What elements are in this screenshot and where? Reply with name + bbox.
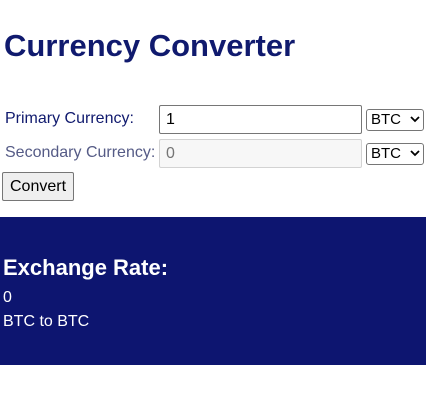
secondary-amount-input[interactable] [159,139,362,168]
chevron-down-icon [410,150,420,157]
page-title: Currency Converter [4,28,296,63]
primary-currency-label: Primary Currency: [5,110,134,127]
primary-currency-select-value: BTC [371,111,401,128]
secondary-currency-select-value: BTC [371,145,401,162]
exchange-rate-heading: Exchange Rate: [3,255,169,280]
exchange-rate-value: 0 [3,289,12,306]
secondary-currency-select[interactable]: BTC [366,143,424,165]
primary-currency-select[interactable]: BTC [366,109,424,131]
chevron-down-icon [410,116,420,123]
primary-currency-row: Primary Currency: BTC [0,104,426,134]
primary-amount-input[interactable] [159,105,362,134]
secondary-currency-row: Secondary Currency: BTC [0,138,426,168]
convert-button[interactable]: Convert [2,172,74,201]
exchange-rate-panel: Exchange Rate: 0 BTC to BTC [0,217,426,365]
currency-pair-text: BTC to BTC [3,313,90,330]
secondary-currency-label: Secondary Currency: [5,144,156,161]
